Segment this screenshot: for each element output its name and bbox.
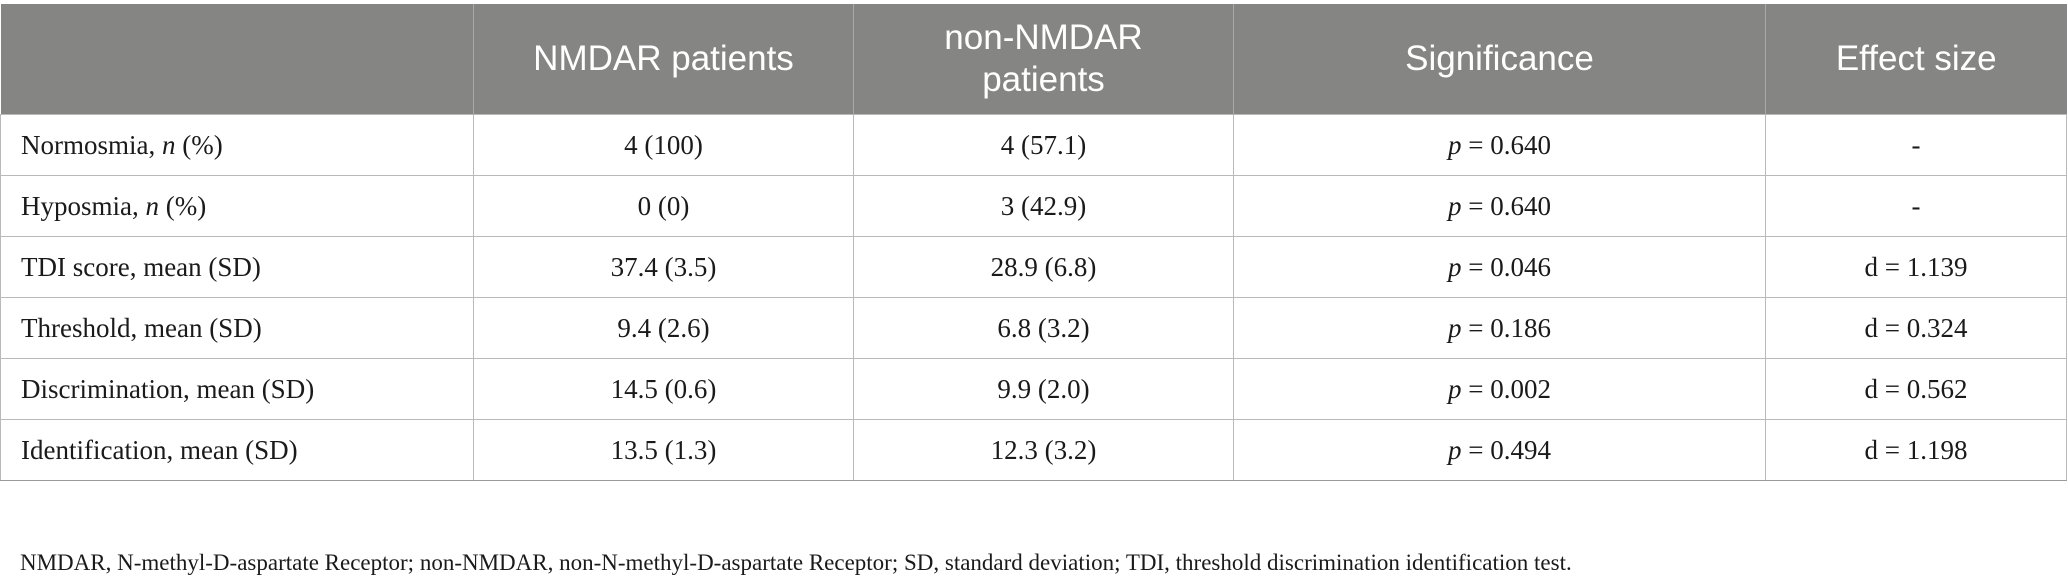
row-label: Threshold, mean (SD) bbox=[0, 297, 474, 359]
non-nmdar-value: 4 (57.1) bbox=[853, 114, 1234, 176]
table-row: Discrimination, mean (SD) 14.5 (0.6) 9.9 (… bbox=[0, 358, 2067, 420]
significance-value: p = 0.640 bbox=[1233, 175, 1766, 237]
row-label: Identification, mean (SD) bbox=[0, 419, 474, 481]
significance-value: p = 0.186 bbox=[1233, 297, 1766, 359]
table-row: Threshold, mean (SD) 9.4 (2.6) 6.8 (3.2) p … bbox=[0, 297, 2067, 359]
non-nmdar-value: 3 (42.9) bbox=[853, 175, 1234, 237]
table-row: Identification, mean (SD) 13.5 (1.3) 12.3 … bbox=[0, 419, 2067, 481]
header-effect-size: Effect size bbox=[1765, 4, 2067, 115]
effect-size-value: d = 1.139 bbox=[1765, 236, 2067, 298]
nmdar-value: 9.4 (2.6) bbox=[473, 297, 854, 359]
table-row: Hyposmia, n (%) 0 (0) 3 (42.9) p = 0.640- bbox=[0, 175, 2067, 237]
header-nmdar-patients: NMDAR patients bbox=[473, 4, 854, 115]
non-nmdar-value: 6.8 (3.2) bbox=[853, 297, 1234, 359]
table-row: Normosmia, n (%) 4 (100) 4 (57.1) p = 0.640… bbox=[0, 114, 2067, 176]
significance-value: p = 0.046 bbox=[1233, 236, 1766, 298]
effect-size-value: - bbox=[1765, 114, 2067, 176]
header-significance: Significance bbox=[1233, 4, 1766, 115]
row-label: Normosmia, n (%) bbox=[0, 114, 474, 176]
row-label: Hyposmia, n (%) bbox=[0, 175, 474, 237]
effect-size-value: d = 0.562 bbox=[1765, 358, 2067, 420]
significance-value: p = 0.494 bbox=[1233, 419, 1766, 481]
non-nmdar-value: 28.9 (6.8) bbox=[853, 236, 1234, 298]
significance-value: p = 0.640 bbox=[1233, 114, 1766, 176]
nmdar-value: 37.4 (3.5) bbox=[473, 236, 854, 298]
nmdar-value: 4 (100) bbox=[473, 114, 854, 176]
effect-size-value: d = 1.198 bbox=[1765, 419, 2067, 481]
table-row: TDI score, mean (SD) 37.4 (3.5) 28.9 (6.8)… bbox=[0, 236, 2067, 298]
nmdar-value: 14.5 (0.6) bbox=[473, 358, 854, 420]
nmdar-value: 13.5 (1.3) bbox=[473, 419, 854, 481]
effect-size-value: d = 0.324 bbox=[1765, 297, 2067, 359]
header-row: NMDAR patients non-NMDAR patients Signif… bbox=[0, 4, 2067, 115]
row-label: Discrimination, mean (SD) bbox=[0, 358, 474, 420]
table-footnote: NMDAR, N-methyl-D-aspartate Receptor; no… bbox=[20, 550, 1572, 575]
header-cell-empty bbox=[0, 4, 474, 115]
significance-value: p = 0.002 bbox=[1233, 358, 1766, 420]
non-nmdar-value: 12.3 (3.2) bbox=[853, 419, 1234, 481]
effect-size-value: - bbox=[1765, 175, 2067, 237]
non-nmdar-value: 9.9 (2.0) bbox=[853, 358, 1234, 420]
results-table: NMDAR patients non-NMDAR patients Signif… bbox=[0, 4, 2067, 481]
header-non-nmdar-patients: non-NMDAR patients bbox=[853, 4, 1234, 115]
nmdar-value: 0 (0) bbox=[473, 175, 854, 237]
row-label: TDI score, mean (SD) bbox=[0, 236, 474, 298]
